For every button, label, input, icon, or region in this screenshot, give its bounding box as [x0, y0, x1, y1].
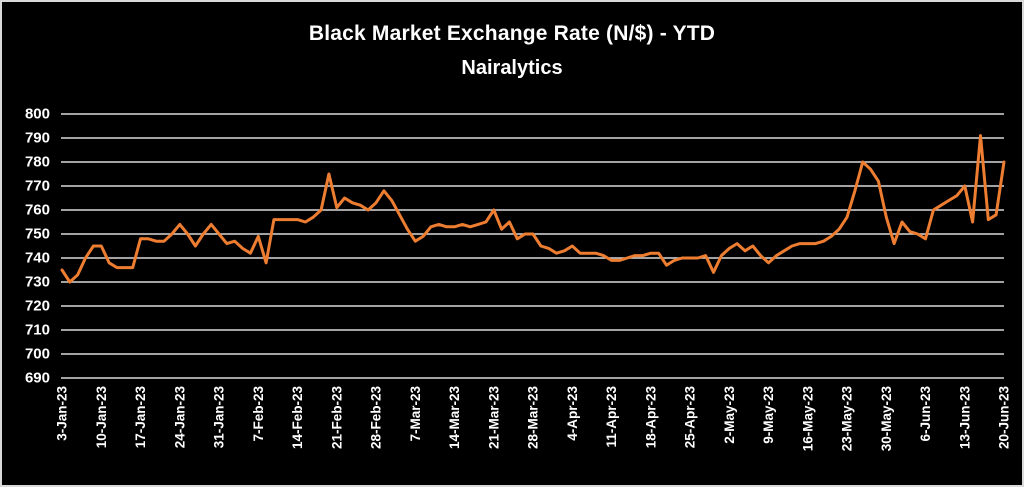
- x-axis-tick-label: 20-Jun-23: [997, 386, 1012, 450]
- y-axis-tick-label: 760: [25, 202, 50, 219]
- series-line-black-market-rate: [60, 134, 1006, 284]
- y-axis-tick-label: 750: [25, 226, 50, 243]
- y-axis-tick-label: 780: [25, 154, 50, 171]
- chart-title: Black Market Exchange Rate (N/$) - YTD: [308, 22, 716, 45]
- y-axis-tick-label: 740: [25, 250, 50, 267]
- x-axis-tick-label: 28-Feb-23: [369, 386, 384, 450]
- x-axis-tick-label: 17-Jan-23: [133, 386, 148, 449]
- x-axis-tick-label: 11-Apr-23: [604, 386, 619, 448]
- y-axis-tick-label: 710: [25, 322, 50, 339]
- x-axis-tick-label: 10-Jan-23: [94, 386, 109, 449]
- x-axis-tick-label: 14-Mar-23: [447, 386, 462, 450]
- x-axis-tick-label: 13-Jun-23: [957, 386, 972, 450]
- x-axis-tick-label: 16-May-23: [800, 386, 815, 452]
- x-axis-tick-label: 9-May-23: [761, 386, 776, 444]
- x-axis-tick-label: 21-Mar-23: [486, 386, 501, 450]
- x-axis-tick-label: 21-Feb-23: [329, 386, 344, 450]
- x-axis-tick-label: 7-Mar-23: [408, 386, 423, 442]
- y-axis-tick-label: 800: [25, 106, 50, 123]
- chart-subtitle: Nairalytics: [461, 57, 563, 79]
- y-axis-tick-label: 770: [25, 178, 50, 195]
- y-axis-tick-label: 690: [25, 370, 50, 387]
- x-axis-tick-label: 28-Mar-23: [526, 386, 541, 450]
- y-axis-tick-label: 720: [25, 298, 50, 315]
- x-axis-tick-label: 18-Apr-23: [643, 386, 658, 449]
- y-axis-tick-label: 700: [25, 346, 50, 363]
- y-axis-tick-label: 730: [25, 274, 50, 291]
- x-axis-tick-label: 3-Jan-23: [55, 386, 70, 441]
- x-axis-tick-label: 24-Jan-23: [172, 386, 187, 449]
- x-axis-tick-label: 6-Jun-23: [918, 386, 933, 442]
- x-axis-tick-label: 7-Feb-23: [251, 386, 266, 442]
- x-axis-tick-label: 31-Jan-23: [212, 386, 227, 449]
- x-axis-tick-label: 23-May-23: [840, 386, 855, 452]
- x-axis-tick-label: 25-Apr-23: [683, 386, 698, 449]
- y-axis-tick-label: 790: [25, 130, 50, 147]
- x-axis-tick-label: 4-Apr-23: [565, 386, 580, 441]
- x-axis-tick-label: 14-Feb-23: [290, 386, 305, 450]
- x-axis-tick-label: 30-May-23: [879, 386, 894, 452]
- x-axis-tick-label: 2-May-23: [722, 386, 737, 444]
